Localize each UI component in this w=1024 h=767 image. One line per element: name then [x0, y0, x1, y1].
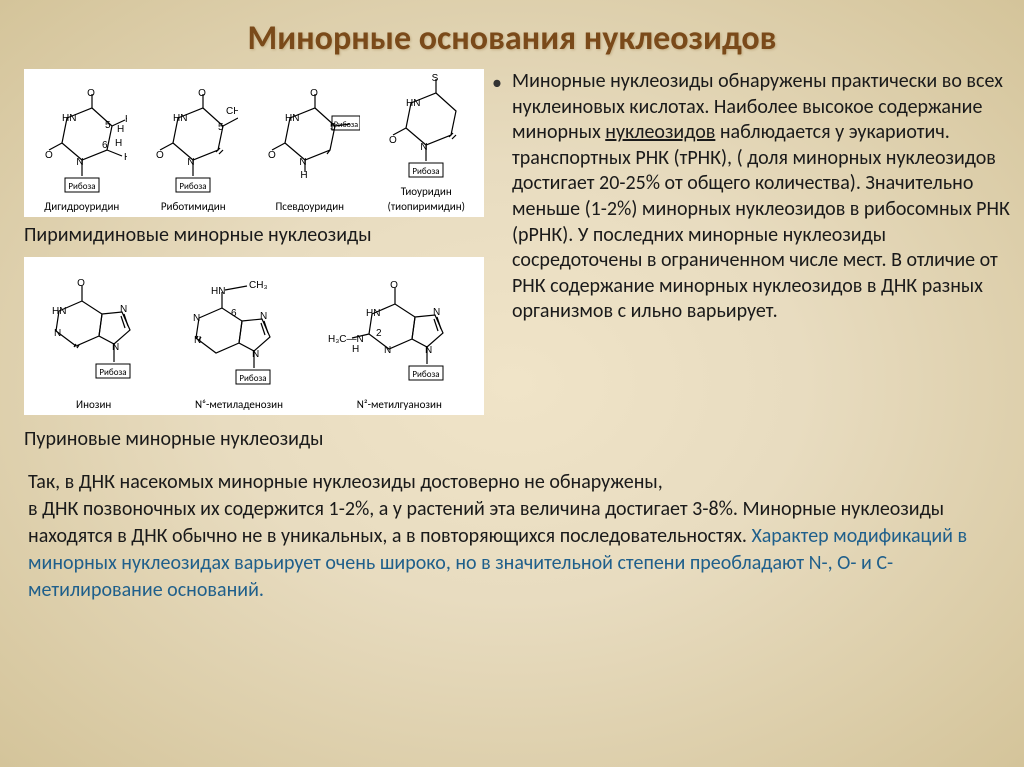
right-column: • Минорные нуклеозиды обнаружены практич… [484, 69, 1010, 461]
svg-text:HN: HN [366, 308, 380, 319]
svg-text:N: N [384, 345, 391, 356]
pyrimidine-caption: Пиримидиновые минорные нуклеозиды [24, 223, 484, 247]
pyrimidine-strip: O HN O N H H 5 6 H H Рибоза Дигидроуриди… [24, 69, 484, 217]
svg-text:HN: HN [173, 113, 187, 124]
svg-text:N: N [54, 328, 61, 339]
mol-pseudouridine: O HN O N H 5 Рибоза Псевдоуридин [260, 88, 360, 213]
left-column: O HN O N H H 5 6 H H Рибоза Дигидроуриди… [24, 69, 484, 461]
svg-text:N: N [421, 142, 428, 153]
svg-text:N: N [194, 335, 201, 346]
svg-text:Рибоза: Рибоза [334, 120, 358, 130]
svg-text:H: H [352, 344, 359, 355]
svg-text:HN: HN [285, 113, 299, 124]
svg-text:O: O [310, 88, 318, 99]
label-n2-methylguanosine: N²-метилгуанозин [324, 398, 474, 411]
svg-text:CH₃: CH₃ [226, 106, 238, 117]
svg-text:HN: HN [62, 113, 76, 124]
mol-inosine: O HN N N N Рибоза Инозин [34, 276, 154, 411]
svg-text:HN: HN [211, 286, 225, 297]
svg-text:S: S [432, 73, 439, 84]
mol-thiouridine: S HN O N Рибоза Тиоуридин (тиопиримидин) [381, 73, 471, 213]
bottom-paragraph: Так, в ДНК насекомых минорные нуклеозиды… [0, 461, 1024, 604]
svg-text:N: N [252, 349, 259, 360]
svg-text:N: N [425, 345, 432, 356]
mol-dihydrouridine: O HN O N H H 5 6 H H Рибоза Дигидроуриди… [37, 88, 127, 213]
svg-text:N: N [188, 157, 195, 168]
mol-n6-methyladenosine: HN CH₃ N N N N 6 Рибоза N⁶-метиладенозин [169, 276, 309, 411]
label-pseudouridine: Псевдоуридин [260, 200, 360, 213]
svg-text:Рибоза: Рибоза [99, 367, 126, 378]
svg-text:O: O [87, 88, 95, 99]
svg-text:Рибоза: Рибоза [180, 181, 207, 192]
svg-text:6: 6 [102, 140, 108, 151]
content-row: O HN O N H H 5 6 H H Рибоза Дигидроуриди… [0, 69, 1024, 461]
mol-ribothymidine: O HN O N CH₃ 5 Рибоза Риботимидин [148, 88, 238, 213]
svg-text:N: N [260, 311, 267, 322]
svg-text:H: H [125, 114, 127, 125]
svg-text:Рибоза: Рибоза [68, 181, 95, 192]
svg-text:N: N [299, 157, 306, 168]
page-title: Минорные основания нуклеозидов [0, 0, 1024, 69]
label-thiouridine: Тиоуридин [381, 185, 471, 198]
svg-text:N: N [120, 304, 127, 315]
svg-text:O: O [390, 280, 398, 291]
svg-text:O: O [77, 278, 85, 289]
svg-text:O: O [268, 150, 276, 161]
svg-text:N: N [433, 307, 440, 318]
svg-text:O: O [45, 150, 53, 161]
svg-text:Рибоза: Рибоза [413, 166, 440, 177]
label-inosine: Инозин [34, 398, 154, 411]
svg-text:H: H [115, 138, 122, 149]
svg-text:6: 6 [231, 308, 237, 319]
svg-text:2: 2 [376, 328, 382, 339]
main-paragraph: • Минорные нуклеозиды обнаружены практич… [492, 69, 1010, 325]
svg-text:5: 5 [218, 122, 224, 133]
svg-text:Рибоза: Рибоза [413, 369, 440, 380]
label-n6-methyladenosine: N⁶-метиладенозин [169, 398, 309, 411]
svg-text:N: N [76, 157, 83, 168]
label-dihydrouridine: Дигидроуридин [37, 200, 127, 213]
svg-text:N: N [193, 313, 200, 324]
main-text: Минорные нуклеозиды обнаружены практичес… [512, 69, 1010, 325]
svg-text:O: O [198, 88, 206, 99]
svg-text:5: 5 [105, 120, 111, 131]
label-ribothymidine: Риботимидин [148, 200, 238, 213]
svg-text:HN: HN [406, 98, 420, 109]
svg-text:CH₃: CH₃ [249, 280, 268, 291]
svg-text:HN: HN [52, 306, 66, 317]
svg-text:H: H [117, 124, 124, 135]
svg-text:H: H [124, 152, 127, 163]
svg-text:H: H [300, 170, 307, 181]
purine-caption: Пуриновые минорные нуклеозиды [24, 427, 484, 451]
svg-text:O: O [389, 135, 397, 146]
svg-text:N: N [112, 342, 119, 353]
svg-text:Рибоза: Рибоза [239, 373, 266, 384]
bullet-icon: • [492, 71, 502, 95]
label-thiouridine-sub: (тиопиримидин) [381, 200, 471, 213]
purine-strip: O HN N N N Рибоза Инозин [24, 257, 484, 415]
svg-text:O: O [156, 150, 164, 161]
mol-n2-methylguanosine: O HN N H₃C—N H N N 2 Рибоза N²-метилгуан… [324, 276, 474, 411]
